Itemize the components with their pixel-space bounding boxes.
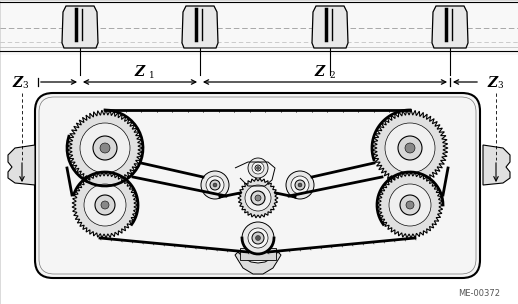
- Circle shape: [255, 165, 261, 171]
- Circle shape: [255, 195, 261, 201]
- Polygon shape: [377, 172, 443, 238]
- Circle shape: [251, 191, 265, 205]
- Circle shape: [256, 167, 260, 170]
- Polygon shape: [312, 6, 348, 48]
- Circle shape: [201, 171, 229, 199]
- Circle shape: [84, 184, 126, 226]
- Circle shape: [80, 123, 130, 173]
- Polygon shape: [72, 172, 138, 238]
- Circle shape: [295, 180, 305, 190]
- Polygon shape: [238, 178, 278, 218]
- Polygon shape: [432, 6, 468, 48]
- Circle shape: [100, 143, 110, 153]
- Circle shape: [255, 236, 261, 240]
- Text: ME-00372: ME-00372: [458, 289, 500, 298]
- Polygon shape: [483, 145, 510, 185]
- Circle shape: [210, 180, 220, 190]
- Text: 3: 3: [22, 81, 27, 91]
- Polygon shape: [182, 6, 218, 48]
- Circle shape: [406, 201, 414, 209]
- Circle shape: [398, 136, 422, 160]
- Polygon shape: [62, 6, 98, 48]
- Circle shape: [95, 195, 115, 215]
- Text: Z: Z: [315, 65, 325, 79]
- Circle shape: [245, 185, 271, 211]
- Circle shape: [286, 171, 314, 199]
- FancyBboxPatch shape: [35, 93, 480, 278]
- Circle shape: [252, 232, 264, 244]
- Circle shape: [389, 184, 431, 226]
- Text: Z: Z: [135, 65, 145, 79]
- Circle shape: [93, 136, 117, 160]
- Polygon shape: [372, 110, 448, 186]
- Circle shape: [206, 176, 224, 194]
- Circle shape: [242, 222, 274, 254]
- Circle shape: [385, 123, 435, 173]
- Text: Z: Z: [487, 76, 497, 90]
- Text: Z: Z: [12, 76, 22, 90]
- Circle shape: [252, 162, 264, 174]
- Circle shape: [291, 176, 309, 194]
- Polygon shape: [67, 110, 143, 186]
- Polygon shape: [8, 145, 35, 185]
- Polygon shape: [235, 252, 281, 274]
- Bar: [0, 0, 518, 55]
- Circle shape: [298, 183, 302, 187]
- Circle shape: [213, 183, 217, 187]
- Circle shape: [400, 195, 420, 215]
- Text: 3: 3: [497, 81, 502, 91]
- Circle shape: [248, 228, 268, 248]
- Circle shape: [101, 201, 109, 209]
- Text: 2: 2: [329, 71, 335, 81]
- Bar: [240, 248, 276, 260]
- Text: 1: 1: [149, 71, 155, 81]
- Circle shape: [405, 143, 415, 153]
- Circle shape: [248, 158, 268, 178]
